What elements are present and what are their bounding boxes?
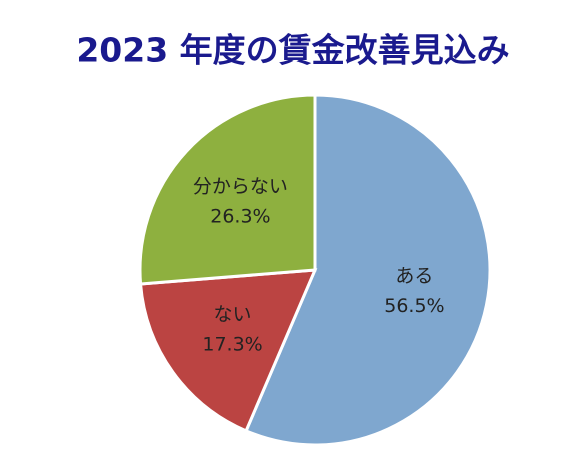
slice-value-label: 17.3% (202, 334, 262, 356)
pie-slice (138, 93, 317, 286)
slice-label: ある (395, 265, 433, 287)
slice-value-label: 26.3% (210, 206, 270, 228)
slice-label: 分からない (193, 176, 288, 198)
slice-label: ない (214, 304, 252, 326)
pie-slice (244, 93, 492, 447)
chart-title: 2023 年度の賃金改善見込み (76, 31, 509, 70)
slice-value-label: 56.5% (384, 295, 444, 317)
pie-slice (138, 268, 318, 433)
